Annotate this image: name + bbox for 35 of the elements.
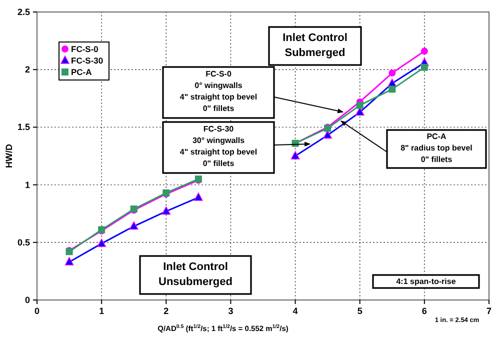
x-tick-label: 5 [357,306,362,316]
point [356,102,364,109]
y-tick-label: 1 [24,180,30,190]
point [388,86,396,93]
point [129,221,138,230]
annotation: Inlet Control Submerged [282,32,348,59]
point [388,70,396,77]
point [420,64,428,71]
y-tick-label: 2 [24,64,30,75]
point [194,192,203,201]
y-tick-label: 1.5 [17,122,30,132]
annotation: PC-A 8" radius top bevel 0" fillets [400,132,472,164]
legend-label: FC-S-30 [71,56,104,66]
y-axis-title: HW/D [4,144,14,168]
y-tick-label: 0.5 [17,237,30,248]
x-tick-label: 7 [486,306,492,316]
x-tick-label: 0 [34,306,40,316]
annotation: FC-S-30 30° wingwalls 4" straight top bevel 0" fillets [180,124,258,168]
x-tick-label: 2 [164,306,169,316]
x-tick-label: 6 [422,306,427,316]
x-tick-label: 4 [292,306,298,316]
annotation: FC-S-0 0° wingwalls 4" straight top bevel 0" fillets [180,70,258,113]
point [64,257,74,266]
point [290,151,300,160]
x-tick-label: 1 [99,306,104,316]
annotation: Inlet Control Unsubmerged [158,261,232,288]
annotation: 4:1 span-to-rise [396,277,456,286]
point [420,48,428,55]
point [97,238,106,247]
y-tick-label: 0 [24,295,30,305]
point [162,206,171,215]
x-tick-label: 3 [228,306,234,316]
legend-label: PC-A [71,67,92,77]
legend-label: FC-S-0 [71,44,99,54]
y-tick-label: 2.5 [17,7,30,17]
